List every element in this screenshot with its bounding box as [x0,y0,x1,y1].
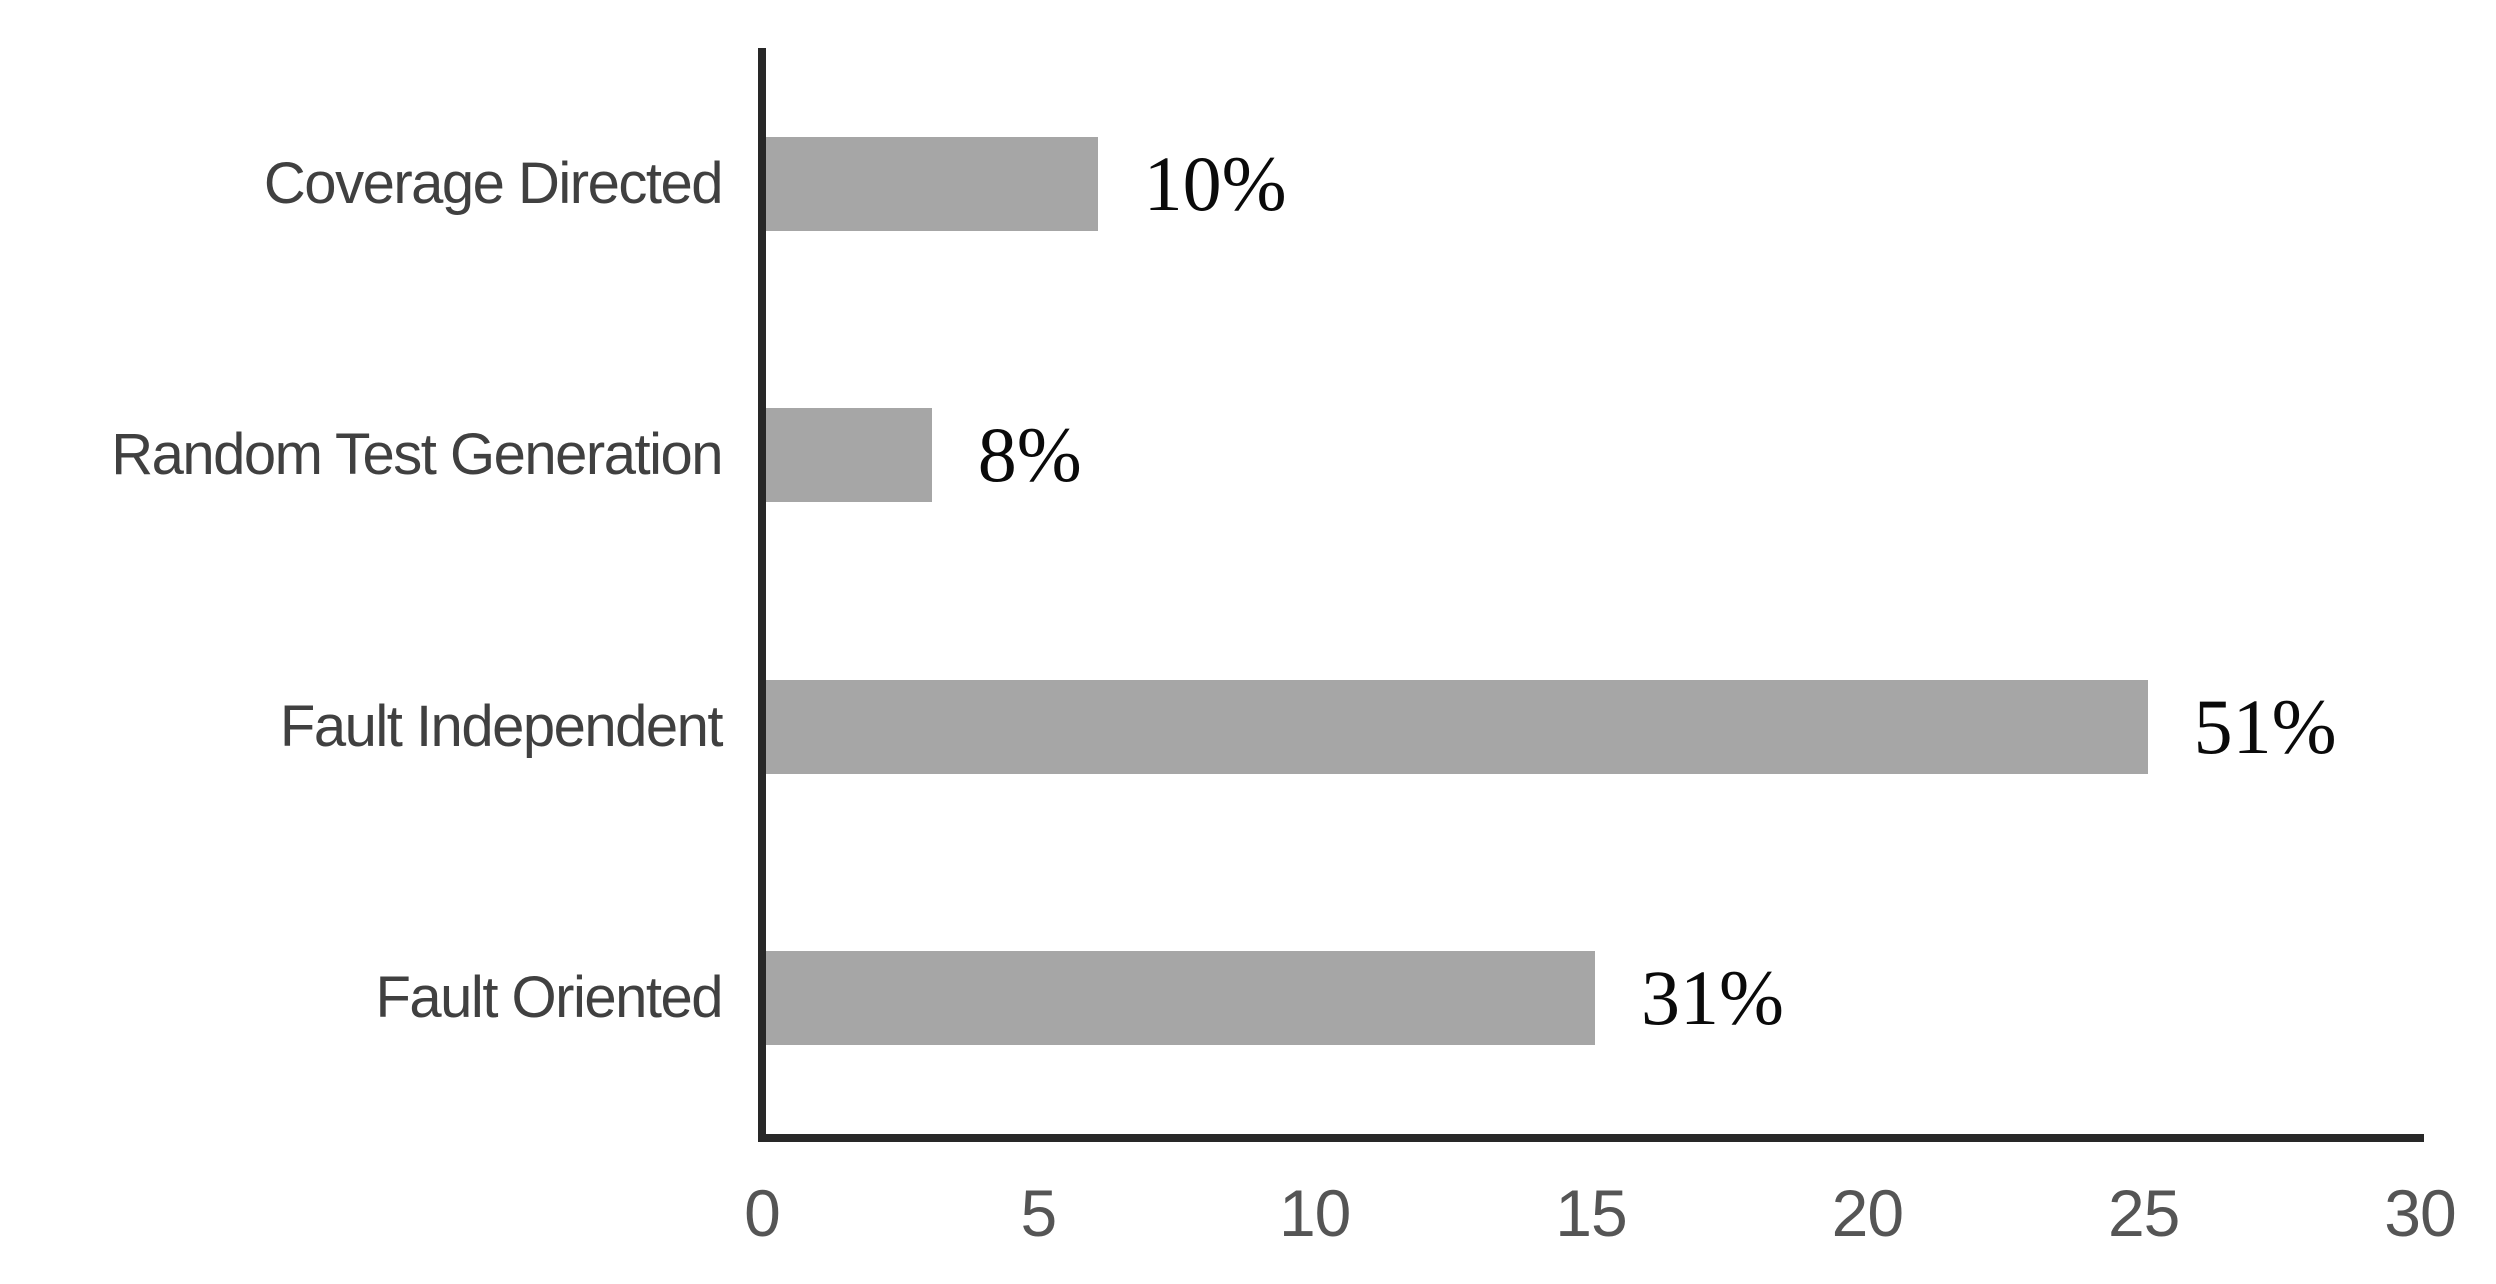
x-tick-label: 25 [2107,1176,2180,1250]
bar-row: 8% [766,320,2424,592]
x-tick-label: 20 [1831,1176,1904,1250]
bar [766,951,1595,1046]
category-row: Fault Oriented [0,863,738,1135]
plot-area: 10% 8% 51% 31% [758,48,2424,1142]
bar-row: 51% [766,591,2424,863]
x-tick-label: 10 [1278,1176,1351,1250]
category-label: Fault Independent [279,693,724,759]
x-axis-tick-labels: 0 5 10 15 20 25 30 [744,1176,2457,1260]
bar [766,679,2148,774]
bar-row: 31% [766,863,2424,1135]
x-tick-label: 5 [1020,1176,1057,1250]
category-row: Coverage Directed [0,48,738,320]
bar-value-label: 10% [1143,139,1287,227]
bar [766,408,932,503]
bar-value-label: 31% [1641,954,1784,1042]
bar-row: 10% [766,48,2424,320]
x-tick-label: 30 [2384,1176,2456,1250]
bar [766,136,1098,231]
category-label: Random Test Generation [111,422,723,488]
category-label: Coverage Directed [263,150,724,216]
x-tick-label: 0 [744,1176,781,1250]
category-row: Fault Independent [0,591,738,863]
category-axis-labels: Coverage Directed Random Test Generation F… [0,48,738,1134]
bar-value-label: 8% [977,411,1082,499]
x-tick-label: 15 [1555,1176,1627,1250]
category-label: Fault Oriented [375,965,723,1031]
category-row: Random Test Generation [0,320,738,592]
bar-value-label: 51% [2193,682,2337,770]
